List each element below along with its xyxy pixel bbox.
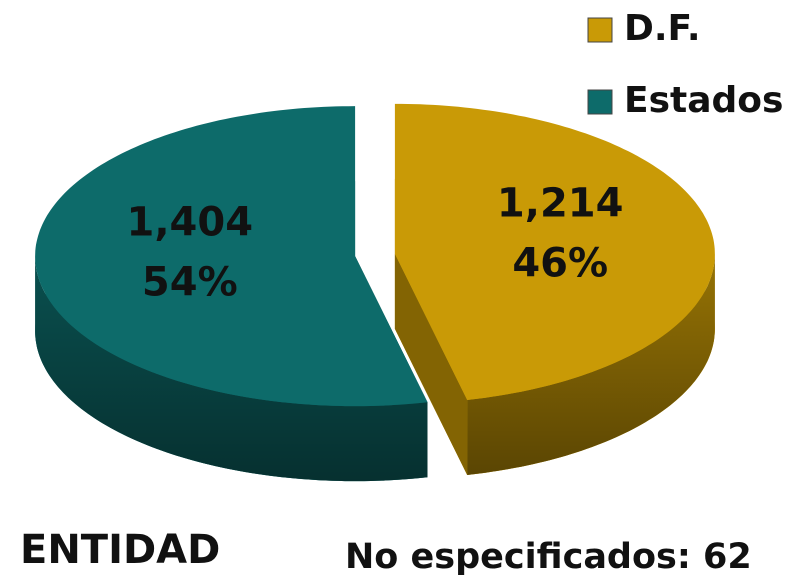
percentage-label: 54% [142,260,238,306]
slice-top [394,103,715,401]
data-label: 1,404 [127,200,254,246]
slice-wall-shade [35,256,428,482]
legend-label: D.F. [624,8,701,49]
pie-slice [35,106,428,482]
data-label: 1,214 [497,180,624,226]
legend-swatch [587,17,613,43]
legend-label: Estados [624,80,783,121]
pie-slice [394,103,715,475]
slice-cut-shade [394,253,468,475]
legend-swatch [587,89,613,115]
slice-wall-shade [467,253,715,475]
percentage-label: 46% [512,240,608,286]
annotation: No especificados: 62 [345,537,752,577]
slice-top [35,106,428,407]
chart-title: ENTIDAD [20,527,220,573]
slice-cut-face [394,253,468,475]
